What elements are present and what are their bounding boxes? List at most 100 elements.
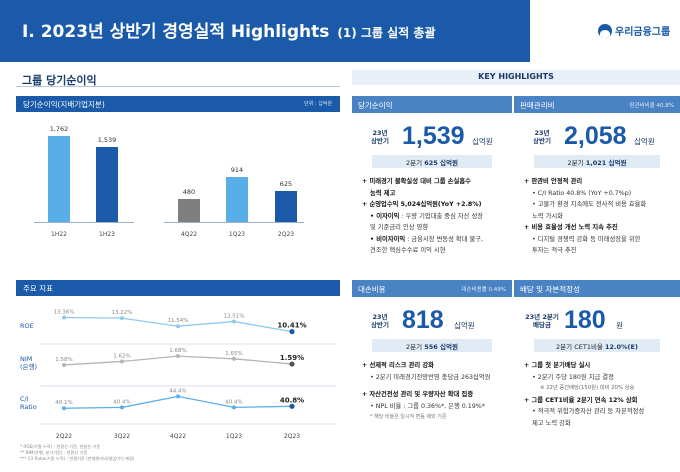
data-label: 40.8% (280, 396, 304, 404)
series-point (289, 329, 295, 335)
bar-category-label: 4Q22 (180, 231, 198, 238)
headline-figure: 23년 2분기 배당금 180 원 (514, 306, 680, 335)
bar-category-label: 1Q23 (228, 231, 246, 238)
logo-text: 우리금융그룹 (615, 27, 671, 38)
logo-icon (598, 23, 612, 38)
series-point (176, 354, 180, 359)
bullet-item: 노력 가시화 (532, 212, 563, 220)
chart-baseline (164, 222, 304, 223)
headline-figure: 23년 상반기 1,539 십억원 (352, 122, 512, 151)
card-title: 배당 및 자본적정성 (520, 285, 580, 294)
bar-2Q23 (275, 191, 297, 222)
card-header: 대손비용 대손비용률 0.49% (352, 280, 512, 297)
x-tick-label: 2Q22 (56, 433, 72, 440)
bar-1H22 (48, 136, 70, 222)
bullet-list: + 판관비 안정적 관리 • C/I Ratio 40.8% (YoY +0.7%… (524, 176, 676, 257)
quarter-summary-value: 556 십억원 (424, 343, 458, 351)
bullet-list: + 그룹 첫 분기배당 실시 • 2분기 주당 180원 지급 결정 ※ 22년 중… (524, 360, 676, 429)
bar-value-label: 914 (230, 166, 244, 175)
footnote: ** NIM(은행, 분기기준) : 연환산 기준 (20, 450, 88, 455)
quarter-summary: 2분기 CET1비율 12.0%(E) (534, 339, 660, 352)
footnote: * ROE(기말 누적) : 연환산 기준, 연말은 기준 (20, 444, 101, 449)
bullet-text: : 우량 기업대출 중심 자산 성장 (399, 212, 484, 220)
data-label: 13.36% (54, 309, 75, 315)
bar-category-label: 1H23 (99, 231, 115, 238)
row-label-ci: C/I Ratio (20, 395, 37, 411)
row-label-roe: ROE (20, 322, 34, 330)
series-point (120, 359, 124, 364)
key-highlights-title: KEY HIGHLIGHTS (352, 70, 680, 85)
series-point (120, 316, 124, 321)
bullet-item: 능력 제고 (370, 189, 396, 197)
quarter-summary-value: 625 십억원 (424, 159, 458, 167)
bullet-lead: • 이자이익 (370, 212, 400, 220)
headline-value: 818 (402, 306, 444, 334)
series-point (289, 403, 295, 409)
series-point (62, 406, 66, 411)
data-label: 13.22% (112, 310, 133, 316)
page-title-text: I. 2023년 상반기 경영실적 Highlights (22, 22, 330, 42)
data-label: 1.58% (55, 357, 72, 363)
bar-value-label: 625 (279, 180, 293, 189)
card-body: 23년 상반기 818 십억원 2분기 556 십억원 + 선제적 리스크 관리 강화 • … (352, 297, 512, 450)
indicators-panel-head: 주요 지표 (16, 280, 340, 296)
period-label: 23년 2분기 배당금 (522, 313, 562, 329)
x-tick-label: 2Q23 (284, 433, 300, 440)
chart-baseline (34, 222, 134, 223)
footnote: *** C/I Ratio(기중 누적) : 연결기준 (판매관리비/영업이익 … (20, 456, 135, 461)
unit-label: 단위 : 십억원 (304, 101, 332, 107)
bar-value-label: 1,539 (97, 135, 117, 144)
period-line: 23년 (534, 129, 550, 137)
bullet-item: + 그룹 첫 분기배당 실시 (524, 362, 591, 369)
section-title-net-income: 그룹 당기순이익 (22, 74, 97, 87)
bullet-item: • 디지털 경쟁력 강화 등 미래성장을 위한 (532, 235, 641, 243)
period-line: 23년 (372, 313, 388, 321)
series-point (62, 362, 66, 367)
highlight-card: 판매관리비 판관비비율 40.8% 23년 상반기 2,058 십억원 2분기 1,021 … (514, 96, 680, 272)
bullet-item: • 적극적 위험가중자산 관리 등 자본적정성 (532, 408, 645, 415)
bullet-lead: • 비이자이익 (370, 235, 406, 243)
bullet-item: • 2분기 미래경기전망반영 충당금 263십억원 (370, 373, 491, 381)
bullet-list: + 미래경기 불확실성 대비 그룹 손실흡수 능력 제고 + 순영업수익 5,024… (362, 176, 508, 257)
bar-category-label: 2Q23 (277, 231, 295, 238)
highlight-card: 대손비용 대손비용률 0.49% 23년 상반기 818 십억원 2분기 556 십억원 + … (352, 280, 512, 450)
period-line: 23년 (372, 129, 388, 137)
data-label: 11.54% (168, 318, 189, 324)
data-label: 10.41% (277, 322, 306, 330)
period-line: 상반기 (533, 137, 551, 145)
net-income-panel-title: 당기순이익(지배기업지분) (23, 100, 105, 109)
row-label-nim: NIM (은행) (20, 355, 38, 371)
card-body: 23년 상반기 2,058 십억원 2분기 1,021 십억원 + 판관비 안정적 관리 •… (514, 113, 680, 272)
period-label: 23년 상반기 (360, 129, 400, 145)
bullet-item: + 순영업수익 5,024십억원(YoY +2.8%) (362, 201, 482, 208)
card-note: 판관비비율 40.8% (629, 103, 674, 109)
period-line: 상반기 (371, 321, 389, 329)
bullet-item: • 2분기 주당 180원 지급 결정 (532, 373, 614, 381)
x-tick-label: 1Q23 (226, 433, 242, 440)
card-note: 대손비용률 0.49% (461, 287, 506, 293)
bullet-list: + 선제적 리스크 관리 강화 • 2분기 미래경기전망반영 충당금 263십억원… (362, 360, 508, 424)
bullet-item: • 비이자이익 : 금융시장 변동성 확대 불구, (362, 234, 508, 246)
header-bar: I. 2023년 상반기 경영실적 Highlights (1) 그룹 실적 총괄 (0, 0, 530, 62)
data-label: 1.68% (169, 348, 186, 354)
bullet-item: + 그룹 CET1비율 2분기 연속 12% 상회 (524, 396, 638, 404)
period-label: 23년 상반기 (360, 313, 400, 329)
x-tick-label: 4Q22 (170, 433, 186, 440)
data-label: 1.59% (280, 354, 304, 362)
bar-1H23 (96, 146, 118, 222)
data-label: 40.4% (225, 399, 242, 405)
bullet-item: + 선제적 리스크 관리 강화 (362, 362, 434, 369)
quarter-summary: 2분기 556 십억원 (372, 339, 492, 352)
x-tick-label: 3Q22 (114, 433, 130, 440)
bullet-item: + 판관비 안정적 관리 (524, 178, 583, 185)
data-label: 44.4% (169, 388, 186, 394)
series-point (176, 324, 180, 329)
headline-unit: 십억원 (454, 321, 475, 330)
bullet-item: 투자는 적극 추진 (532, 247, 577, 254)
series-point (232, 356, 236, 361)
company-logo: 우리금융그룹 (598, 23, 670, 38)
bullet-item: • C/I Ratio 40.8% (YoY +0.7%p) (532, 189, 632, 197)
bullet-item: + 자산건전성 관리 및 우량자산 확대 집중 (362, 391, 474, 398)
period-line: 상반기 (371, 137, 389, 145)
series-point (176, 394, 180, 399)
